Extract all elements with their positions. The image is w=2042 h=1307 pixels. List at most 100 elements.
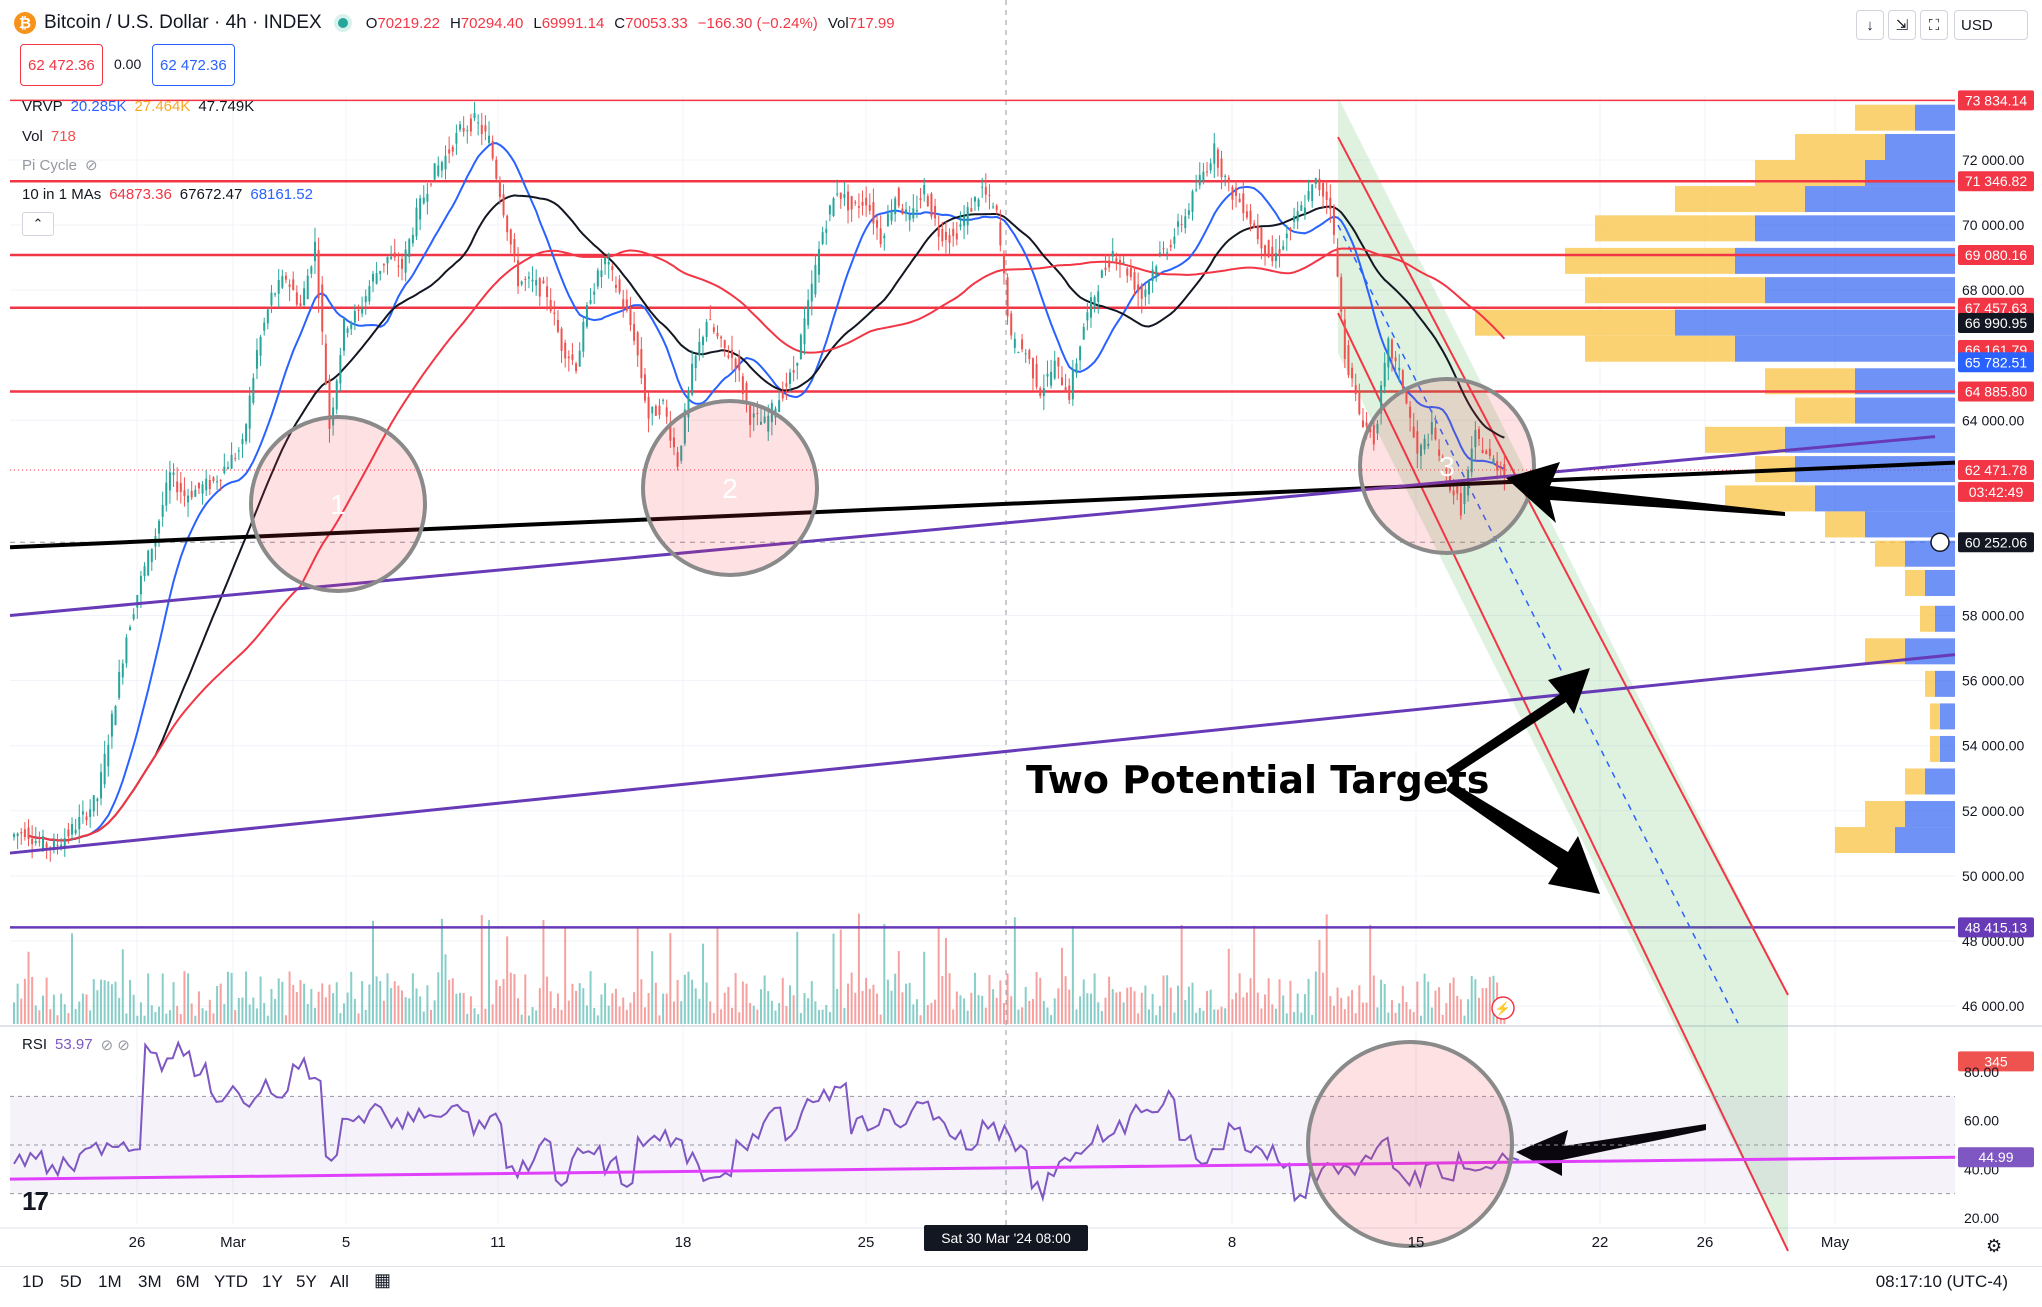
candle-body: [520, 281, 523, 285]
volume-bar: [1220, 1006, 1223, 1024]
rsi-legend[interactable]: RSI 53.97 ⊘ ⊘: [22, 1036, 130, 1054]
price-tick: 72 000.00: [1962, 152, 2024, 168]
ma-legend[interactable]: 10 in 1 MAs 64873.36 67672.47 68161.52: [22, 186, 313, 203]
candle-body: [814, 265, 817, 295]
candle-body: [161, 504, 164, 517]
buy-price-button[interactable]: 62 472.36: [152, 44, 235, 86]
candle-body: [1144, 289, 1147, 297]
candle-body: [854, 202, 857, 204]
volume-bar: [756, 1009, 759, 1024]
candle-body: [23, 829, 26, 838]
range-button-1m[interactable]: 1M: [98, 1272, 122, 1291]
symbol-header[interactable]: ₿ Bitcoin / U.S. Dollar · 4h · INDEX O70…: [14, 8, 895, 38]
range-button-5d[interactable]: 5D: [60, 1272, 82, 1291]
price-label: 03:42:49: [1969, 484, 2024, 500]
price-label: 71 346.82: [1965, 173, 2027, 189]
candle-body: [408, 239, 411, 257]
price-label-bg: [1958, 171, 2034, 192]
pi-cycle-legend[interactable]: Pi Cycle ⊘: [22, 156, 98, 175]
volume-bar: [1401, 985, 1404, 1024]
candle-body: [1177, 221, 1180, 227]
volume-bar: [292, 985, 295, 1024]
candle-body: [1148, 281, 1151, 295]
volume-bar: [451, 978, 454, 1024]
volume-bar: [1060, 947, 1063, 1024]
range-button-3m[interactable]: 3M: [138, 1272, 162, 1291]
volume-bar: [1177, 985, 1180, 1024]
candle-body: [1282, 246, 1285, 250]
download-icon[interactable]: ↓: [1856, 10, 1884, 40]
volume-bar: [38, 1010, 41, 1024]
volume-bar: [988, 975, 991, 1024]
range-button-all[interactable]: All: [330, 1272, 349, 1291]
candle-body: [245, 424, 248, 442]
collapse-legend-button[interactable]: ⌃: [22, 212, 54, 236]
volume-bar: [1238, 973, 1241, 1024]
volume-bar: [959, 995, 962, 1024]
candle-body: [1329, 197, 1332, 210]
vrvp-legend[interactable]: VRVP 20.285K 27.464K 47.749K: [22, 98, 255, 115]
volume-bar: [535, 1010, 538, 1024]
volume-bar: [854, 992, 857, 1024]
volume-bar: [1376, 1007, 1379, 1024]
volume-bar: [1035, 971, 1038, 1024]
candle-body: [1409, 406, 1412, 418]
candle-body: [1224, 175, 1227, 177]
volume-bar: [1445, 1003, 1448, 1024]
candle-body: [1042, 388, 1045, 397]
volume-bar: [150, 1005, 153, 1024]
range-button-1d[interactable]: 1D: [22, 1272, 44, 1291]
candle-body: [571, 354, 574, 360]
candle-body: [1195, 189, 1198, 191]
candle-body: [498, 180, 501, 198]
compress-icon[interactable]: ⇲: [1888, 10, 1916, 40]
volume-legend[interactable]: Vol 718: [22, 128, 76, 145]
volume-bar: [1452, 977, 1455, 1024]
fullscreen-icon[interactable]: ⛶: [1920, 10, 1948, 40]
volume-bar: [712, 1013, 715, 1024]
candle-body: [585, 305, 588, 327]
rsi-label-bg: [1958, 1147, 2034, 1168]
volume-bar: [879, 1014, 882, 1024]
volume-bar: [1372, 975, 1375, 1024]
candle-body: [357, 309, 360, 311]
volume-bar: [876, 993, 879, 1024]
volume-bar: [973, 972, 976, 1024]
range-button-6m[interactable]: 6M: [176, 1272, 200, 1291]
time-tick: 25: [858, 1234, 875, 1251]
volume-bar: [295, 991, 298, 1024]
range-button-5y[interactable]: 5Y: [296, 1272, 317, 1291]
calendar-icon[interactable]: ▦: [374, 1270, 392, 1290]
volume-bar: [1456, 995, 1459, 1024]
candle-body: [582, 321, 585, 352]
volume-bar: [872, 984, 875, 1024]
vp-bar-blue: [1755, 215, 1955, 242]
hidden-eye-icon[interactable]: ⊘: [85, 157, 98, 174]
volume-bar: [662, 993, 665, 1024]
volume-bar: [422, 1011, 425, 1024]
candle-body: [324, 343, 327, 385]
candle-body: [411, 234, 414, 244]
candle-body: [861, 201, 864, 206]
currency-select[interactable]: USD: [1954, 10, 2028, 40]
volume-bar: [306, 1004, 309, 1024]
volume-bar: [1419, 1015, 1422, 1024]
candle-body: [212, 477, 215, 482]
candle-body: [462, 127, 465, 132]
sell-price-button[interactable]: 62 472.36: [20, 44, 103, 86]
range-button-ytd[interactable]: YTD: [214, 1272, 248, 1291]
candle-body: [1031, 358, 1034, 379]
settings-icon[interactable]: ⚙: [1986, 1236, 2003, 1256]
candle-body: [1129, 267, 1132, 278]
candle-body: [1438, 449, 1441, 456]
volume-bar: [774, 1010, 777, 1024]
volume-bar: [995, 997, 998, 1024]
volume-bar: [1351, 989, 1354, 1024]
volume-bar: [1209, 989, 1212, 1024]
volume-bar: [1050, 1015, 1053, 1024]
range-button-1y[interactable]: 1Y: [262, 1272, 283, 1291]
candle-body: [197, 482, 200, 489]
candle-body: [1209, 163, 1212, 171]
candle-body: [1492, 458, 1495, 465]
